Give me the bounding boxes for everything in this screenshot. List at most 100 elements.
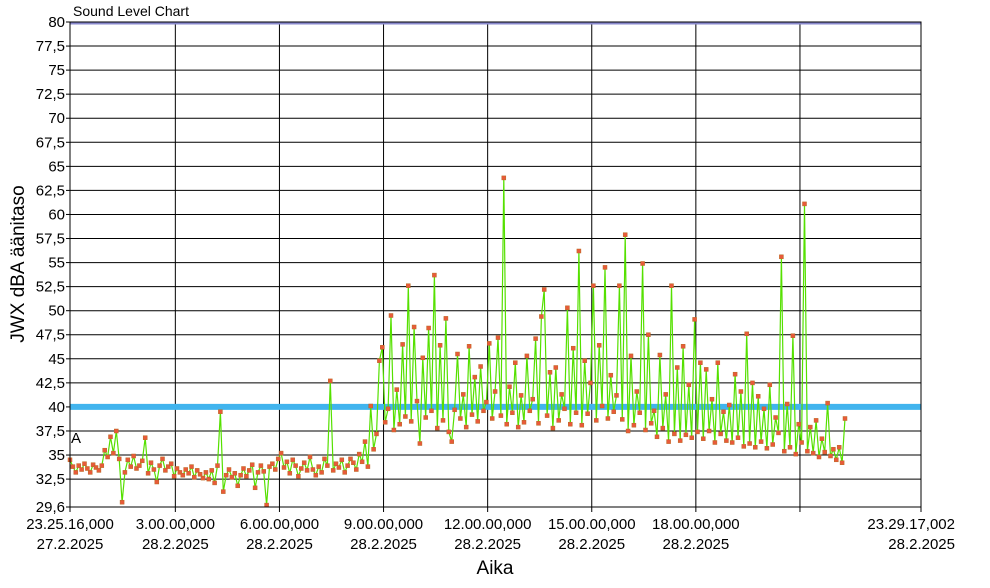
- data-point-marker: [672, 431, 677, 437]
- data-point-marker: [553, 365, 559, 370]
- data-point-marker: [753, 445, 758, 450]
- data-point-marker: [663, 392, 668, 397]
- data-point-marker: [724, 438, 729, 443]
- data-point-marker: [758, 439, 764, 444]
- data-point-marker: [596, 343, 602, 348]
- data-point-marker: [330, 468, 336, 473]
- data-point-marker: [145, 471, 151, 476]
- data-point-marker: [834, 457, 839, 463]
- data-point-marker: [119, 499, 125, 505]
- data-point-marker: [73, 470, 79, 475]
- data-point-marker: [594, 418, 599, 423]
- data-point-marker: [221, 489, 226, 494]
- x-tick-time-label: 23.25.16,000: [26, 516, 114, 533]
- data-point-marker: [391, 427, 397, 433]
- data-point-marker: [602, 265, 608, 270]
- data-point-marker: [779, 254, 784, 260]
- data-point-marker: [727, 402, 732, 408]
- data-point-marker: [628, 353, 634, 359]
- data-point-marker: [637, 410, 642, 415]
- data-point-marker: [137, 463, 142, 468]
- data-point-marker: [319, 470, 324, 475]
- data-point-marker: [429, 408, 434, 414]
- data-point-marker: [432, 272, 437, 278]
- data-point-marker: [449, 439, 454, 444]
- y-tick-label: 35: [48, 447, 65, 464]
- data-point-marker: [536, 421, 541, 426]
- data-point-marker: [530, 396, 535, 402]
- data-point-marker: [209, 468, 214, 473]
- y-axis: 80 77,5 75 72,5 70 67,5 65 62,5 60 57,5 55 52,5 50 47…: [36, 14, 70, 516]
- data-point-marker: [76, 463, 81, 468]
- data-point-marker: [761, 406, 767, 412]
- data-point-marker: [492, 389, 498, 394]
- data-point-marker: [692, 317, 697, 322]
- data-point-marker: [657, 352, 663, 358]
- data-point-marker: [507, 384, 512, 389]
- x-tick-time-label: 9.00.00,000: [344, 516, 423, 533]
- data-point-marker: [371, 447, 376, 452]
- data-point-marker: [388, 313, 394, 318]
- data-point-marker: [484, 399, 489, 405]
- data-point-marker: [365, 464, 371, 469]
- data-point-marker: [446, 429, 452, 435]
- y-tick-label: 57,5: [36, 231, 65, 248]
- data-point-marker: [229, 474, 235, 480]
- data-point-marker: [573, 410, 579, 415]
- x-tick-date-label: 27.2.2025: [37, 536, 104, 553]
- data-point-marker: [648, 421, 654, 426]
- y-tick-label: 47,5: [36, 327, 65, 344]
- data-point-marker: [735, 435, 741, 440]
- data-point-marker: [487, 341, 492, 346]
- data-point-marker: [721, 409, 726, 414]
- data-point-marker: [568, 421, 573, 427]
- y-tick-label: 72,5: [36, 86, 65, 103]
- data-point-marker: [423, 415, 428, 420]
- data-point-marker: [703, 367, 709, 372]
- y-tick-label: 62,5: [36, 182, 65, 199]
- data-point-marker: [741, 444, 747, 449]
- data-point-marker: [440, 418, 446, 423]
- y-tick-label: 45: [48, 351, 65, 368]
- data-point-marker: [478, 364, 483, 369]
- data-point-marker: [328, 378, 333, 384]
- data-point-marker: [368, 403, 373, 409]
- data-point-marker: [278, 450, 284, 456]
- data-point-marker: [819, 436, 825, 441]
- data-point-marker: [241, 466, 246, 471]
- data-point-marker: [585, 411, 590, 416]
- data-point-marker: [463, 424, 469, 430]
- data-point-marker: [764, 446, 770, 451]
- data-point-marker: [247, 468, 252, 473]
- data-point-marker: [654, 434, 660, 440]
- data-point-marker: [339, 457, 345, 463]
- data-point-marker: [244, 473, 249, 479]
- data-point-marker: [174, 466, 180, 471]
- data-point-marker: [189, 464, 194, 469]
- x-tick-date-label: 28.2.2025: [454, 536, 521, 553]
- data-point-marker: [125, 457, 131, 463]
- data-point-marker: [333, 461, 339, 466]
- data-point-marker: [729, 440, 735, 445]
- data-point-marker: [304, 468, 310, 473]
- data-point-marker: [689, 435, 694, 440]
- data-point-marker: [518, 393, 524, 398]
- x-tick-date-label: 28.2.2025: [888, 536, 955, 553]
- data-point-marker: [738, 389, 744, 394]
- data-point-marker: [116, 456, 122, 462]
- data-point-marker: [547, 370, 553, 375]
- data-point-marker: [842, 416, 848, 421]
- y-tick-label: 70: [48, 110, 65, 127]
- data-point-marker: [96, 468, 102, 473]
- data-point-marker: [258, 463, 264, 468]
- y-tick-label: 75: [48, 62, 65, 79]
- data-point-marker: [377, 358, 382, 363]
- y-tick-label: 40: [48, 399, 65, 416]
- data-point-marker: [787, 445, 793, 450]
- data-point-marker: [102, 447, 107, 453]
- data-point-marker: [498, 413, 504, 418]
- data-point-marker: [194, 468, 200, 473]
- data-point-marker: [382, 420, 388, 425]
- data-point-marker: [706, 428, 712, 434]
- data-point-marker: [313, 472, 319, 478]
